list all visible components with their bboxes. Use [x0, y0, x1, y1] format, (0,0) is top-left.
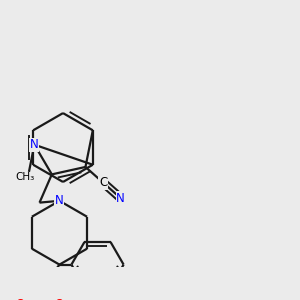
Text: N: N	[116, 192, 125, 205]
Text: C: C	[99, 176, 107, 189]
Text: CH₃: CH₃	[16, 172, 35, 182]
Text: N: N	[55, 194, 64, 207]
Text: O: O	[55, 298, 64, 300]
Text: N: N	[30, 138, 39, 151]
Text: O: O	[15, 298, 24, 300]
